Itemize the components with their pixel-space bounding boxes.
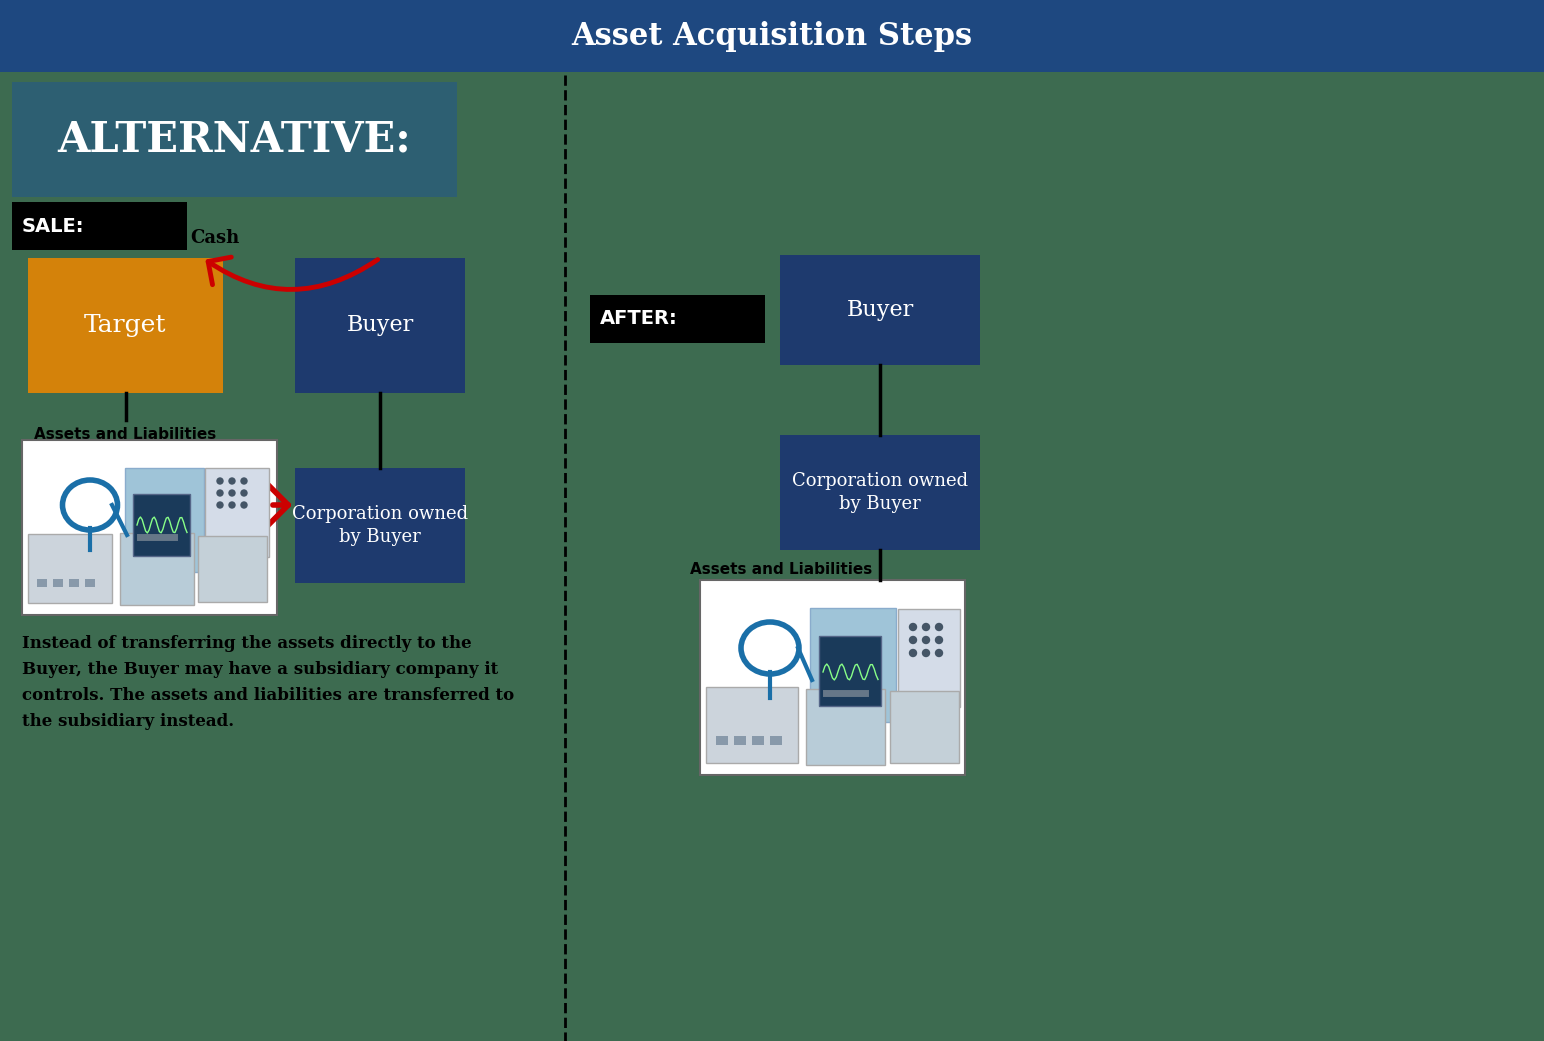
FancyBboxPatch shape bbox=[780, 435, 980, 550]
FancyBboxPatch shape bbox=[733, 736, 746, 745]
Text: Assets and Liabilities: Assets and Liabilities bbox=[690, 562, 872, 577]
Circle shape bbox=[229, 490, 235, 496]
Circle shape bbox=[241, 502, 247, 508]
FancyBboxPatch shape bbox=[818, 636, 882, 706]
Text: Asset Acquisition Steps: Asset Acquisition Steps bbox=[571, 21, 973, 51]
Circle shape bbox=[922, 650, 929, 657]
FancyBboxPatch shape bbox=[52, 579, 63, 587]
Text: Cash: Cash bbox=[190, 229, 239, 247]
FancyBboxPatch shape bbox=[205, 468, 269, 557]
Circle shape bbox=[922, 636, 929, 643]
FancyArrowPatch shape bbox=[267, 484, 289, 526]
Circle shape bbox=[218, 478, 222, 484]
Text: SALE:: SALE: bbox=[22, 217, 85, 235]
Text: Assets and Liabilities: Assets and Liabilities bbox=[34, 427, 216, 442]
FancyBboxPatch shape bbox=[37, 579, 46, 587]
FancyBboxPatch shape bbox=[295, 468, 465, 583]
FancyBboxPatch shape bbox=[120, 533, 195, 605]
Circle shape bbox=[936, 650, 942, 657]
Circle shape bbox=[218, 502, 222, 508]
Text: ALTERNATIVE:: ALTERNATIVE: bbox=[57, 119, 411, 160]
Text: Target: Target bbox=[85, 314, 167, 337]
FancyBboxPatch shape bbox=[22, 440, 276, 615]
FancyBboxPatch shape bbox=[0, 0, 1544, 72]
FancyBboxPatch shape bbox=[899, 609, 960, 707]
Text: Corporation owned
by Buyer: Corporation owned by Buyer bbox=[292, 505, 468, 547]
Circle shape bbox=[922, 624, 929, 631]
Circle shape bbox=[909, 636, 917, 643]
FancyBboxPatch shape bbox=[889, 691, 959, 763]
Text: Corporation owned
by Buyer: Corporation owned by Buyer bbox=[792, 472, 968, 513]
FancyBboxPatch shape bbox=[811, 608, 896, 722]
FancyBboxPatch shape bbox=[780, 255, 980, 365]
FancyBboxPatch shape bbox=[85, 579, 96, 587]
Text: Instead of transferring the assets directly to the
Buyer, the Buyer may have a s: Instead of transferring the assets direc… bbox=[22, 635, 514, 731]
Circle shape bbox=[229, 478, 235, 484]
FancyBboxPatch shape bbox=[69, 579, 79, 587]
FancyBboxPatch shape bbox=[198, 536, 267, 602]
FancyBboxPatch shape bbox=[12, 82, 457, 197]
Circle shape bbox=[218, 490, 222, 496]
FancyBboxPatch shape bbox=[716, 736, 729, 745]
Circle shape bbox=[229, 502, 235, 508]
FancyBboxPatch shape bbox=[699, 580, 965, 775]
Circle shape bbox=[241, 490, 247, 496]
FancyBboxPatch shape bbox=[28, 258, 222, 393]
FancyBboxPatch shape bbox=[28, 534, 113, 603]
FancyBboxPatch shape bbox=[706, 687, 798, 763]
Circle shape bbox=[936, 624, 942, 631]
Circle shape bbox=[936, 636, 942, 643]
FancyBboxPatch shape bbox=[770, 736, 781, 745]
FancyBboxPatch shape bbox=[590, 295, 764, 342]
FancyBboxPatch shape bbox=[125, 468, 204, 572]
Text: AFTER:: AFTER: bbox=[601, 309, 678, 329]
FancyBboxPatch shape bbox=[133, 494, 190, 556]
Text: Buyer: Buyer bbox=[846, 299, 914, 321]
Circle shape bbox=[909, 650, 917, 657]
FancyBboxPatch shape bbox=[752, 736, 764, 745]
FancyArrowPatch shape bbox=[208, 257, 378, 289]
Circle shape bbox=[241, 478, 247, 484]
Text: Buyer: Buyer bbox=[346, 314, 414, 336]
Circle shape bbox=[909, 624, 917, 631]
FancyBboxPatch shape bbox=[806, 689, 885, 765]
FancyBboxPatch shape bbox=[12, 202, 187, 250]
FancyBboxPatch shape bbox=[295, 258, 465, 393]
